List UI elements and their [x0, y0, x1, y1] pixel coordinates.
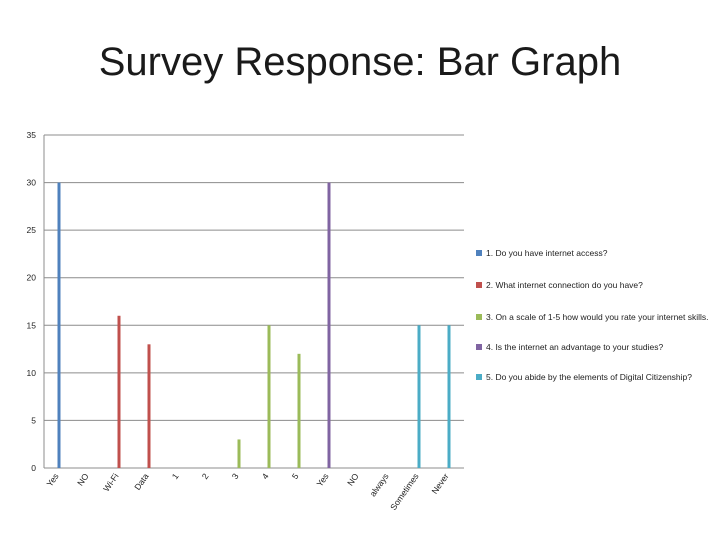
y-tick-label: 20	[27, 273, 37, 283]
x-tick-label: 2	[200, 471, 211, 481]
legend-label: 4. Is the internet an advantage to your …	[486, 342, 664, 352]
legend-item: 3. On a scale of 1-5 how would you rate …	[476, 312, 712, 322]
bar-series-5	[447, 325, 451, 468]
x-tick-label: 5	[290, 471, 301, 481]
legend-label: 3. On a scale of 1-5 how would you rate …	[486, 312, 709, 322]
x-tick-label: Data	[132, 471, 151, 492]
x-tick-label: Sometimes	[388, 471, 421, 512]
bar-series-3	[237, 439, 241, 468]
y-tick-label: 10	[27, 368, 37, 378]
bar-series-2	[117, 315, 121, 468]
y-tick-label: 30	[27, 178, 37, 188]
legend-swatch	[476, 250, 482, 256]
x-tick-label: 4	[260, 471, 271, 481]
x-tick-label: Never	[429, 471, 450, 495]
bar-series-5	[417, 325, 421, 468]
slide-title: Survey Response: Bar Graph	[98, 40, 622, 84]
legend-item: 2. What internet connection do you have?	[476, 280, 712, 290]
legend-item: 1. Do you have internet access?	[476, 248, 712, 258]
legend-item: 4. Is the internet an advantage to your …	[476, 342, 712, 352]
legend-swatch	[476, 314, 482, 320]
legend-swatch	[476, 282, 482, 288]
y-tick-label: 15	[27, 320, 37, 330]
x-tick-label: 3	[230, 471, 241, 481]
bar-series-2	[147, 344, 151, 468]
y-tick-label: 5	[31, 415, 36, 425]
legend-swatch	[476, 374, 482, 380]
x-tick-label: always	[368, 471, 391, 498]
bar-series-4	[327, 182, 331, 469]
legend-label: 2. What internet connection do you have?	[486, 280, 643, 290]
legend-swatch	[476, 344, 482, 350]
x-tick-label: NO	[75, 471, 91, 487]
y-tick-label: 25	[27, 225, 37, 235]
y-tick-label: 0	[31, 463, 36, 473]
x-tick-label: 1	[170, 471, 181, 481]
x-tick-label: Yes	[44, 471, 60, 488]
x-tick-label: Wi-Fi	[101, 471, 121, 493]
bar-series-1	[57, 182, 61, 469]
bar-series-3	[297, 353, 301, 468]
legend-label: 5. Do you abide by the elements of Digit…	[486, 372, 693, 382]
x-tick-label: NO	[345, 471, 361, 487]
legend-item: 5. Do you abide by the elements of Digit…	[476, 372, 712, 382]
x-tick-label: Yes	[314, 471, 330, 488]
bar-series-3	[267, 325, 271, 468]
legend-label: 1. Do you have internet access?	[486, 248, 608, 258]
y-tick-label: 35	[27, 130, 37, 140]
